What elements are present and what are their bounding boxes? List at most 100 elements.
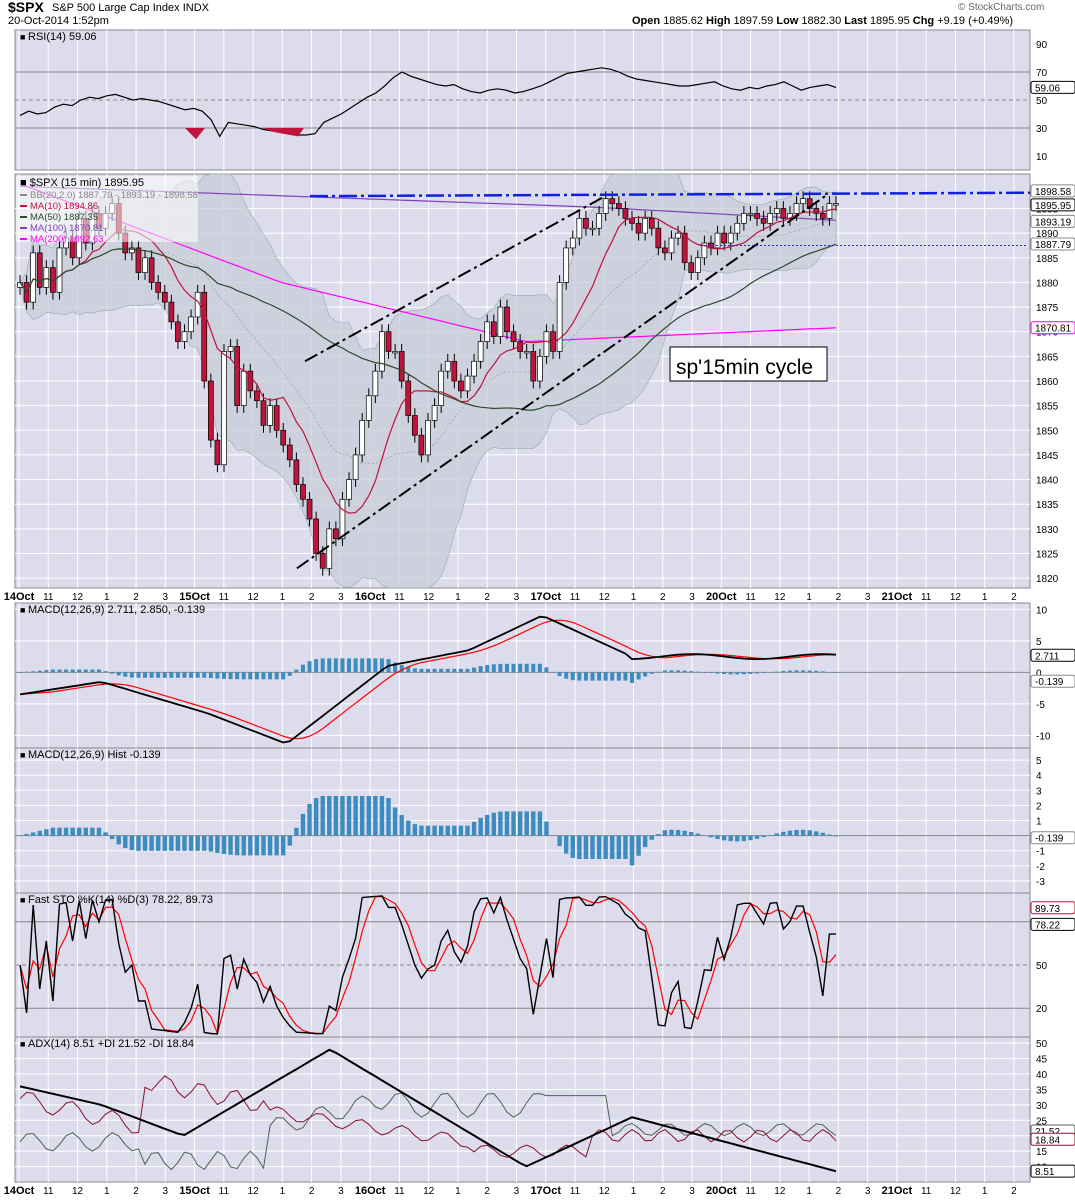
macd-hist-bar xyxy=(735,672,740,675)
macd-hist-bar xyxy=(472,667,477,673)
hist-bar xyxy=(202,835,207,851)
hist-bar xyxy=(794,829,799,836)
candle xyxy=(372,370,379,397)
watermark: © StockCharts.com xyxy=(958,2,1045,13)
macd-hist-bar xyxy=(129,672,134,678)
hist-bar xyxy=(583,835,589,859)
price-tick: 1880 xyxy=(1036,278,1059,289)
macd-hist-bar xyxy=(708,672,713,673)
rsi-oversold-fill xyxy=(262,128,304,137)
ma10-line xyxy=(19,208,837,514)
macd-hist-bar xyxy=(511,663,516,673)
hist-bar xyxy=(281,835,286,856)
hist-bar xyxy=(155,835,161,851)
hist-bar xyxy=(353,796,358,836)
macd-tick: 5 xyxy=(1036,637,1042,648)
macd-hist-tag: -0.139 xyxy=(1035,677,1064,688)
x-axis-label-bottom: 12 xyxy=(423,1186,435,1197)
macd-panel: 10 5 0 -5 -10 2.711 -0.139 ■ MACD(12,26,9) 2.71… xyxy=(14,602,1075,749)
candle xyxy=(793,203,800,214)
price-tick: 1825 xyxy=(1036,550,1059,561)
macd-hist-bar xyxy=(419,668,424,673)
hist-bar xyxy=(30,832,36,836)
chart-name: S&P 500 Large Cap Index INDX xyxy=(52,2,209,14)
candle xyxy=(543,331,550,357)
price-label: ■ $SPX (15 min) 1895.95 xyxy=(20,177,144,189)
macd-hist-bar xyxy=(695,671,700,673)
hist-bar xyxy=(682,830,687,836)
x-axis-label: 12 xyxy=(950,592,962,603)
hist-bar xyxy=(715,835,720,839)
hist-bar xyxy=(504,811,510,836)
macd-hist-bar xyxy=(103,671,108,673)
macd-hist-bar xyxy=(741,672,746,675)
macd-hist-bar xyxy=(656,671,661,673)
macd-hist-bar xyxy=(465,668,470,673)
macd-tick: -10 xyxy=(1036,731,1051,742)
hist-bar xyxy=(761,835,766,838)
x-axis-label: 11 xyxy=(570,592,581,603)
candle xyxy=(497,306,504,337)
macd-hist-bar xyxy=(702,672,707,673)
candle xyxy=(504,306,510,333)
x-axis-label-bottom: 3 xyxy=(514,1186,520,1197)
hist-bar xyxy=(346,796,352,836)
candle xyxy=(615,203,622,209)
hist-bar xyxy=(228,835,233,855)
price-tick: 1840 xyxy=(1036,476,1059,487)
candle xyxy=(754,213,760,219)
hist-bar xyxy=(728,835,733,842)
hist-bar xyxy=(563,835,569,854)
candle xyxy=(207,380,214,441)
macd-hist-bar xyxy=(551,672,556,673)
sto-k-tag-box xyxy=(1030,917,1075,931)
candle xyxy=(760,218,767,224)
candle xyxy=(471,360,477,377)
candle xyxy=(300,484,306,500)
candle xyxy=(668,237,675,254)
high-value: 1897.59 xyxy=(733,15,774,27)
hist-bar xyxy=(392,807,398,836)
macd-hist-bar xyxy=(537,663,542,673)
hist-bar xyxy=(406,820,411,836)
macd-hist-bar xyxy=(57,669,62,673)
hist-label: MACD(12,26,9) Hist -0.139 xyxy=(28,749,161,761)
macd-hist-bar xyxy=(31,671,36,673)
macd-hist-bar xyxy=(353,658,358,673)
adx-tag-box xyxy=(1030,1164,1075,1178)
candle xyxy=(326,528,333,569)
x-axis-label-bottom: 16Oct xyxy=(355,1185,386,1197)
hist-bar xyxy=(491,812,497,836)
macd-hist-bar xyxy=(630,672,634,683)
hist-bar xyxy=(241,835,246,856)
x-axis-label: 2 xyxy=(309,592,315,603)
sto-tick: 50 xyxy=(1036,961,1048,972)
legend-entry: MA(100) 1870.81 xyxy=(30,223,103,234)
hist-bar xyxy=(267,835,273,856)
candle xyxy=(773,208,780,214)
rsi-tick: 50 xyxy=(1036,96,1048,107)
low-value: 1882.30 xyxy=(801,15,842,27)
x-axis-label: 11 xyxy=(394,592,405,603)
price-tag: 1895.95 xyxy=(1035,201,1072,212)
candle xyxy=(741,213,747,224)
macd-hist-bar xyxy=(518,663,523,673)
hist-bar xyxy=(432,825,437,836)
x-axis-label: 14Oct xyxy=(4,591,35,603)
hist-bar xyxy=(83,827,89,836)
x-axis-label: 1 xyxy=(806,592,812,603)
index-name: S&P 500 Large Cap Index xyxy=(52,2,180,14)
price-tick: 1845 xyxy=(1036,451,1059,462)
x-axis-label-bottom: 11 xyxy=(921,1186,932,1197)
hist-bar xyxy=(741,835,747,842)
adx-tag: 8.51 xyxy=(1035,1167,1055,1178)
hist-bar xyxy=(787,830,793,836)
candle xyxy=(767,213,774,224)
candle xyxy=(444,360,451,372)
symbol: $SPX xyxy=(8,0,44,15)
candle xyxy=(648,218,655,229)
candle xyxy=(530,351,537,382)
macd-hist-bar xyxy=(143,672,148,678)
